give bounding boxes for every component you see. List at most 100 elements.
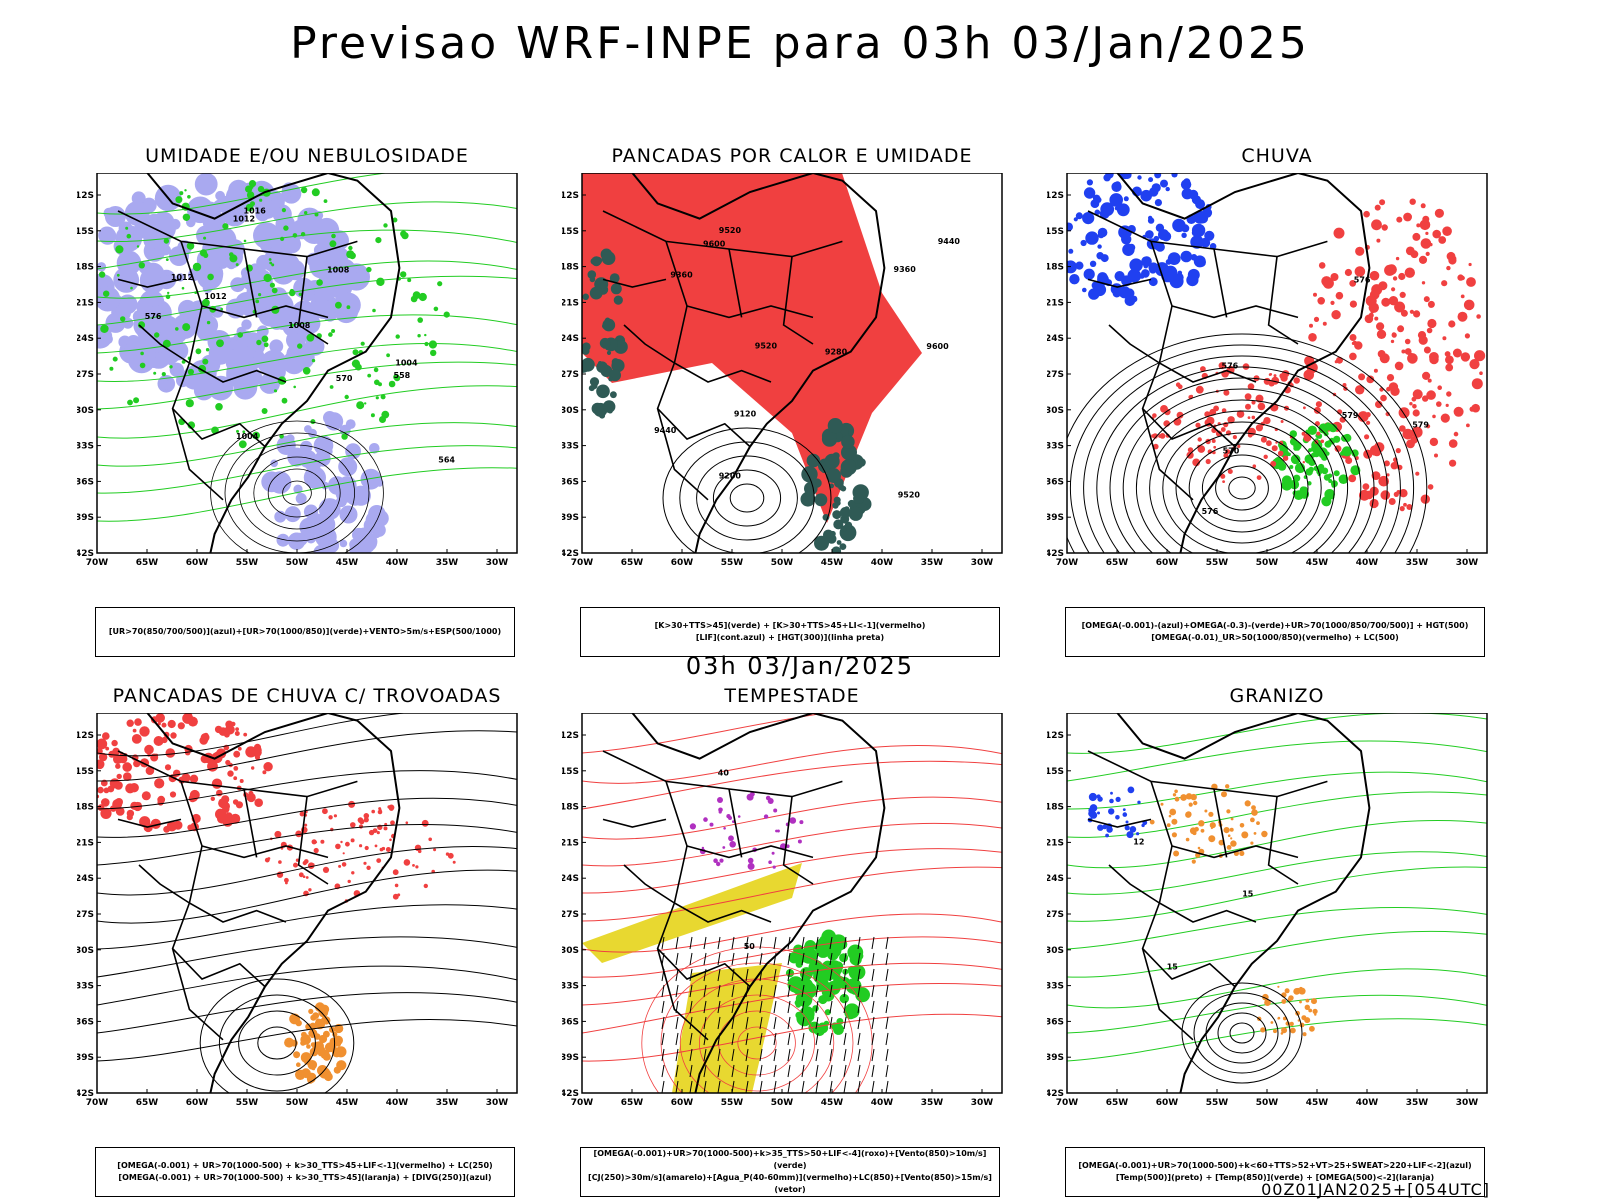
shade-cell (141, 791, 151, 801)
shade-cell (1380, 490, 1391, 500)
shade-cell (281, 208, 286, 213)
lat-label: 27S (77, 370, 94, 380)
shade-cell (251, 766, 255, 770)
shade-cell (841, 444, 857, 461)
shade-cell (331, 233, 336, 239)
shade-cell (1399, 291, 1406, 298)
shade-cell (261, 408, 268, 414)
streamline (582, 796, 1002, 840)
shade-cell (611, 359, 625, 373)
wind-arrow (815, 1016, 819, 1030)
shade-cell (130, 286, 133, 290)
state-border (138, 864, 190, 904)
shade-cell (1281, 999, 1287, 1004)
shade-cell (143, 305, 172, 334)
shade-cell (345, 841, 350, 847)
wind-arrow (773, 1080, 777, 1093)
lat-label: 27S (77, 910, 94, 920)
shade-cell (833, 961, 844, 972)
legend-line: [Temp(500)](preto) + [Temp(850)](verde) … (1115, 1173, 1435, 1182)
shade-cell (376, 277, 385, 286)
shade-cell (768, 860, 772, 864)
pressure-contours (1067, 333, 1428, 553)
shade-cell (234, 731, 240, 736)
wind-arrow (871, 952, 875, 966)
shade-cell (1476, 314, 1481, 319)
wind-arrow (717, 968, 721, 982)
shade-cell (844, 521, 853, 529)
streamline (1067, 791, 1487, 838)
shade-cell (1263, 454, 1268, 459)
shade-cell (1115, 796, 1121, 802)
shade-cell (1067, 260, 1077, 274)
wind-arrow (661, 1000, 665, 1014)
shade-cell (591, 382, 598, 390)
shade-cell (126, 719, 134, 727)
wind-arrow (843, 1048, 847, 1062)
contour-label: 1016 (244, 207, 267, 216)
shade-cell (1290, 454, 1301, 465)
lat-label: 18S (1047, 263, 1064, 273)
shade-cell (1197, 846, 1201, 850)
lon-label: 50W (286, 558, 309, 568)
shade-cell (364, 402, 367, 405)
shade-cell (1421, 281, 1426, 285)
shade-cell (145, 766, 155, 775)
shade-cell (140, 351, 144, 356)
shade-cell (1316, 431, 1321, 436)
shade-cell (1327, 473, 1333, 478)
contour-label: 576 (1354, 275, 1371, 284)
shade-cell (378, 382, 382, 387)
shade-cell (103, 207, 115, 219)
lat-label: 36S (77, 1017, 94, 1027)
streamline (1067, 851, 1487, 895)
contour-label: 9520 (755, 341, 778, 350)
shade-cell (297, 343, 303, 349)
contour-line (1083, 355, 1401, 553)
wind-arrow (829, 1032, 833, 1046)
wind-arrow (675, 968, 679, 982)
shade-cell (1109, 798, 1114, 804)
lat-label: 12S (562, 731, 579, 741)
contour-label: 12 (1133, 837, 1144, 846)
lon-label: 70W (571, 558, 594, 568)
shade-cell (1420, 494, 1430, 504)
wind-arrow (829, 1000, 833, 1014)
state-border (297, 256, 329, 345)
shade-cell (1331, 310, 1341, 320)
shade-cell (1302, 1032, 1307, 1037)
shade-cell (1349, 352, 1357, 361)
shade-cell (1145, 230, 1154, 239)
map-frame (96, 173, 518, 554)
wind-arrow (703, 952, 707, 966)
shade-cell (1328, 479, 1333, 483)
lat-label: 33S (562, 982, 579, 992)
shade-cell (1359, 489, 1370, 501)
shade-cell (1167, 252, 1181, 265)
wind-arrow (689, 1048, 693, 1062)
streamlines (97, 713, 517, 1062)
shade-cell (395, 334, 400, 339)
shade-cell (582, 347, 590, 355)
wind-arrow (829, 1048, 833, 1062)
wind-arrow (745, 952, 749, 966)
shade-cell (169, 218, 181, 230)
shade-cell (1457, 311, 1468, 322)
shade-cell (306, 333, 315, 342)
wind-arrow (731, 1016, 735, 1030)
contour-line (1215, 465, 1269, 511)
shade-cell (307, 1060, 318, 1070)
shade-cell (372, 308, 376, 313)
contour-label: 1008 (288, 321, 311, 330)
lon-label: 55W (1206, 1098, 1229, 1108)
shade-cell (1195, 385, 1204, 394)
shade-cell (1369, 498, 1379, 509)
run-timestamp: 00Z01JAN2025+[054UTC] (1261, 1180, 1490, 1199)
shade-cell (1376, 329, 1387, 339)
shade-cell (1402, 428, 1414, 440)
panel-trovoadas: PANCADAS DE CHUVA C/ TROVOADAS 12S 15S 18S… (77, 685, 537, 1197)
shade-cell (347, 879, 351, 884)
shade-cell (841, 435, 855, 449)
shade-cell (1345, 457, 1353, 464)
shade-cell (1277, 450, 1284, 457)
